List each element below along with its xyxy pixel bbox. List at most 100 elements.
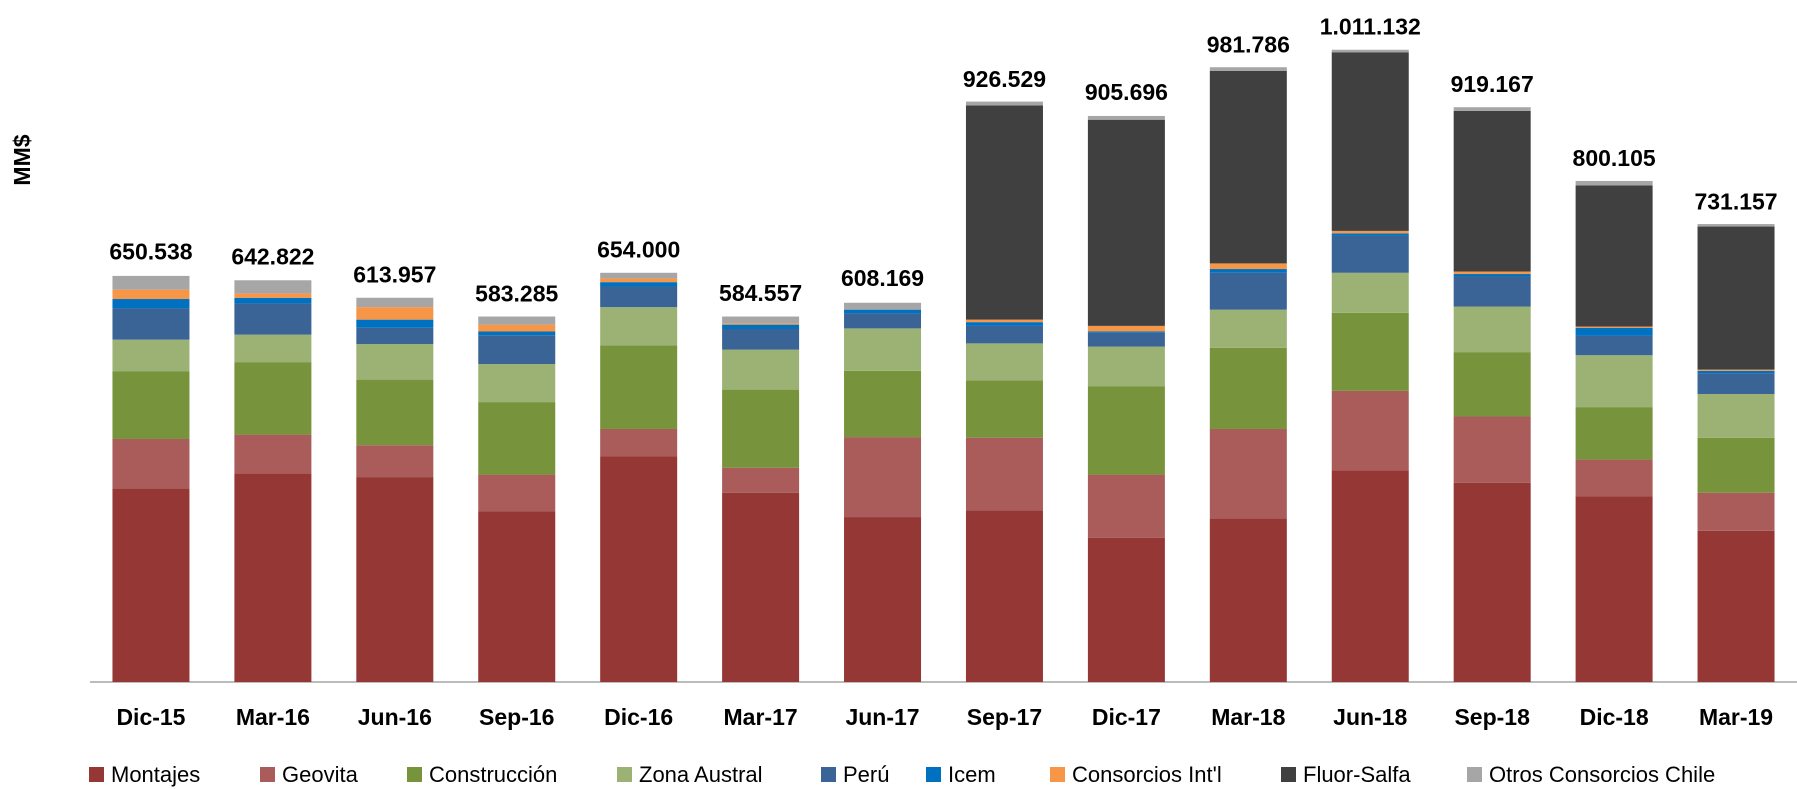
bar-segment [965, 322, 1043, 326]
legend-label: Construcción [429, 762, 557, 787]
bar-segment [1453, 306, 1531, 353]
bar-segment [478, 316, 556, 325]
total-label: 608.169 [841, 265, 924, 291]
bar-segment [600, 278, 678, 283]
bar-segment [844, 309, 922, 314]
bar-segment [1209, 309, 1287, 348]
bar-segment [1331, 49, 1409, 53]
total-label: 800.105 [1573, 145, 1656, 171]
x-tick-label: Dic-16 [604, 704, 673, 730]
x-tick-label: Dic-15 [116, 704, 185, 730]
bar-segment [1087, 474, 1165, 538]
legend-label: Icem [948, 762, 996, 787]
bar-segment [1209, 269, 1287, 273]
bar-segment [1087, 386, 1165, 475]
bar-segment [1209, 70, 1287, 264]
x-tick-label: Jun-16 [358, 704, 432, 730]
bar-segment [965, 105, 1043, 320]
bar-segment [1697, 369, 1775, 371]
bar-segment [965, 380, 1043, 438]
bar-segment [1697, 530, 1775, 682]
bar-segment [478, 511, 556, 682]
bar-segment [600, 286, 678, 308]
bar-segment [234, 362, 312, 435]
total-label: 926.529 [963, 66, 1046, 92]
bar-segment [722, 467, 800, 493]
bar-segment [722, 316, 800, 324]
bar-segment [1697, 437, 1775, 493]
bar-segment [356, 327, 434, 345]
bar-segment [112, 488, 190, 682]
bar-segment [600, 428, 678, 457]
bar-segment [234, 297, 312, 304]
bar-segment [1087, 331, 1165, 333]
bar-segment [112, 371, 190, 439]
x-tick-label: Sep-17 [967, 704, 1042, 730]
bar-segment [722, 323, 800, 325]
bar-segment [965, 101, 1043, 106]
bar-segment [1575, 459, 1653, 497]
bar-segment [844, 437, 922, 518]
legend-swatch [821, 767, 836, 782]
bar-segment [965, 510, 1043, 682]
bar-segment [1087, 119, 1165, 326]
y-axis-label: MM$ [9, 134, 35, 185]
bar-segment [1453, 416, 1531, 483]
legend-swatch [617, 767, 632, 782]
bar-segment [1697, 492, 1775, 531]
bar-segment [965, 343, 1043, 381]
bar-segment [1087, 325, 1165, 332]
legend-label: Geovita [282, 762, 359, 787]
legend-label: Perú [843, 762, 889, 787]
x-tick-label: Mar-17 [724, 704, 798, 730]
legend-swatch [1281, 767, 1296, 782]
bar-segment [1575, 407, 1653, 460]
bar-segment [478, 335, 556, 364]
bar-segment [478, 363, 556, 403]
bar-segment [356, 297, 434, 308]
legend-swatch [407, 767, 422, 782]
bar-segment [1209, 428, 1287, 519]
bar-segment [1575, 185, 1653, 327]
bar-segment [1331, 390, 1409, 471]
bar-segment [1209, 263, 1287, 270]
x-tick-label: Jun-17 [845, 704, 919, 730]
bar-segment [1209, 347, 1287, 429]
bar-segment [112, 275, 190, 290]
x-tick-label: Sep-18 [1454, 704, 1530, 730]
bar-segment [722, 389, 800, 468]
total-label: 583.285 [475, 281, 558, 307]
total-label: 731.157 [1694, 188, 1777, 214]
bar-segment [1331, 470, 1409, 682]
bar-segment [234, 334, 312, 363]
bar-segment [722, 324, 800, 330]
bar-segment [1453, 352, 1531, 417]
legend-swatch [926, 767, 941, 782]
bar-segment [478, 474, 556, 512]
bar-segment [844, 302, 922, 310]
bar-segment [844, 328, 922, 371]
bar-segment [1453, 110, 1531, 272]
legend-swatch [89, 767, 104, 782]
bar-segment [600, 456, 678, 682]
total-label: 981.786 [1207, 32, 1290, 58]
legend-label: Montajes [111, 762, 200, 787]
legend-label: Otros Consorcios Chile [1489, 762, 1715, 787]
bar-segment [1697, 226, 1775, 370]
bar-segment [1087, 346, 1165, 387]
total-label: 1.011.132 [1320, 13, 1421, 39]
bar-segment [1453, 274, 1531, 277]
bar-segment [1331, 230, 1409, 234]
bar-segment [1697, 370, 1775, 374]
total-label: 650.538 [109, 239, 192, 265]
bar-segment [356, 344, 434, 380]
bar-segment [356, 477, 434, 682]
bar-segment [1697, 373, 1775, 394]
bar-segment [1453, 271, 1531, 275]
legend-swatch [1467, 767, 1482, 782]
bar-segment [1575, 335, 1653, 356]
bar-segment [1209, 272, 1287, 310]
total-label: 654.000 [597, 236, 680, 262]
x-tick-label: Dic-18 [1580, 704, 1649, 730]
